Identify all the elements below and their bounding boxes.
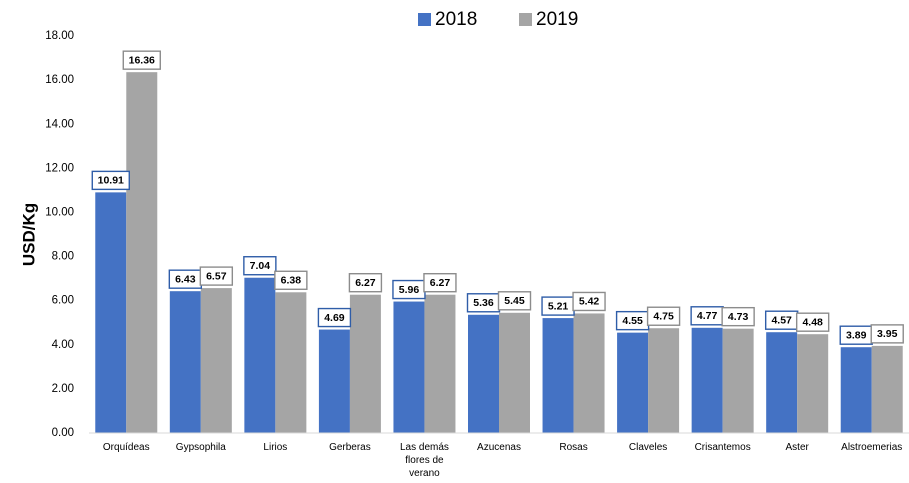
bar-2019 (424, 294, 456, 433)
data-label-2019: 5.42 (579, 296, 600, 308)
category-label: Aster (786, 442, 810, 453)
data-labels: 10.91 16.36 6.43 6.57 7.04 6.38 4.69 6.27 5.96 6.… (91, 50, 904, 345)
data-label-box (199, 266, 234, 286)
data-label-2019: 6.27 (355, 277, 376, 289)
data-label-2019: 4.75 (653, 311, 674, 323)
data-label-2018: 5.96 (399, 284, 420, 296)
data-label-box (870, 324, 904, 344)
data-label-2019: 6.38 (281, 275, 302, 287)
data-label-box (795, 312, 830, 332)
data-label-box (497, 291, 532, 311)
bar-2018 (393, 301, 425, 433)
category-label: Alstroemerias (841, 442, 902, 453)
legend-label-2018: 2018 (435, 9, 477, 30)
bar-2018 (169, 291, 201, 433)
bar-2019 (573, 313, 605, 433)
bar-2019 (871, 345, 903, 433)
bar-2018 (318, 329, 350, 433)
bar-2018 (542, 318, 574, 433)
y-axis-label: USD/Kg (19, 203, 38, 266)
category-label: Rosas (559, 442, 587, 453)
legend-swatch-2018 (418, 13, 431, 26)
bar-2019 (275, 292, 307, 433)
y-tick-label: 8.00 (52, 251, 74, 263)
data-label-2018: 4.69 (324, 312, 345, 324)
bar-2018 (617, 332, 649, 433)
data-label-2018: 4.55 (622, 315, 643, 327)
data-label-box (243, 256, 277, 276)
data-label-box (721, 306, 755, 327)
legend-label-2019: 2019 (536, 9, 578, 30)
legend-swatch-2019 (519, 13, 532, 26)
data-label-2018: 3.89 (846, 329, 867, 341)
bar-2018 (691, 327, 723, 433)
data-label-2019: 4.48 (802, 316, 823, 328)
data-label-2018: 7.04 (250, 260, 271, 272)
legend: 2018 2019 (418, 9, 578, 30)
data-label-2019: 4.73 (728, 311, 749, 323)
y-tick-label: 10.00 (45, 206, 74, 218)
category-label: Claveles (629, 442, 667, 453)
x-axis: Orquídeas Gypsophila Lirios Gerberas Las dem… (89, 432, 909, 479)
bar-2019 (126, 72, 158, 433)
data-label-2019: 6.57 (206, 270, 227, 282)
bars (95, 72, 903, 433)
bar-2018 (244, 277, 276, 433)
y-tick-label: 16.00 (45, 74, 74, 86)
y-tick-label: 4.00 (52, 339, 74, 351)
data-label-2018: 4.57 (771, 314, 792, 326)
data-label-2019: 3.95 (877, 328, 898, 340)
category-label: Gerberas (329, 442, 371, 453)
data-label-box (646, 306, 681, 326)
category-label: Azucenas (477, 442, 521, 453)
y-tick-label: 18.00 (45, 30, 74, 42)
category-label: Orquídeas (103, 442, 150, 453)
category-label: Crisantemos (695, 442, 751, 453)
data-label-2019: 5.45 (504, 295, 525, 307)
data-label-box (91, 170, 130, 191)
data-label-box (274, 270, 308, 290)
data-label-2018: 6.43 (175, 273, 196, 285)
bar-2019 (797, 334, 829, 433)
bar-2019 (648, 328, 680, 433)
data-label-2018: 4.77 (697, 310, 718, 322)
data-label-box (423, 273, 457, 293)
y-tick-label: 6.00 (52, 295, 74, 307)
bar-2019 (349, 294, 381, 433)
bar-2018 (468, 314, 499, 433)
data-label-box (572, 291, 606, 312)
data-label-2019: 6.27 (430, 277, 451, 289)
bar-2019 (722, 328, 754, 433)
bar-2019 (499, 312, 530, 433)
bar-2019 (200, 288, 232, 433)
y-axis: 0.00 2.00 4.00 6.00 8.00 10.00 12.00 14.00 16.00… (45, 30, 74, 439)
data-label-box (317, 307, 352, 328)
data-label-box (122, 50, 161, 70)
data-label-2019: 16.36 (129, 54, 155, 66)
category-label: Las demás flores de verano (400, 442, 449, 479)
y-tick-label: 2.00 (52, 383, 74, 395)
bar-2018 (840, 347, 872, 433)
data-label-2018: 5.21 (548, 300, 569, 312)
data-label-2018: 10.91 (98, 175, 124, 187)
data-label-box (348, 273, 383, 293)
y-tick-label: 12.00 (45, 162, 74, 174)
y-tick-label: 0.00 (52, 427, 74, 439)
category-label: Gypsophila (176, 442, 226, 453)
y-tick-label: 14.00 (45, 118, 74, 130)
category-label: Lirios (263, 442, 287, 453)
bar-2018 (95, 192, 127, 433)
data-label-2018: 5.36 (473, 297, 494, 309)
bar-2018 (766, 332, 798, 433)
